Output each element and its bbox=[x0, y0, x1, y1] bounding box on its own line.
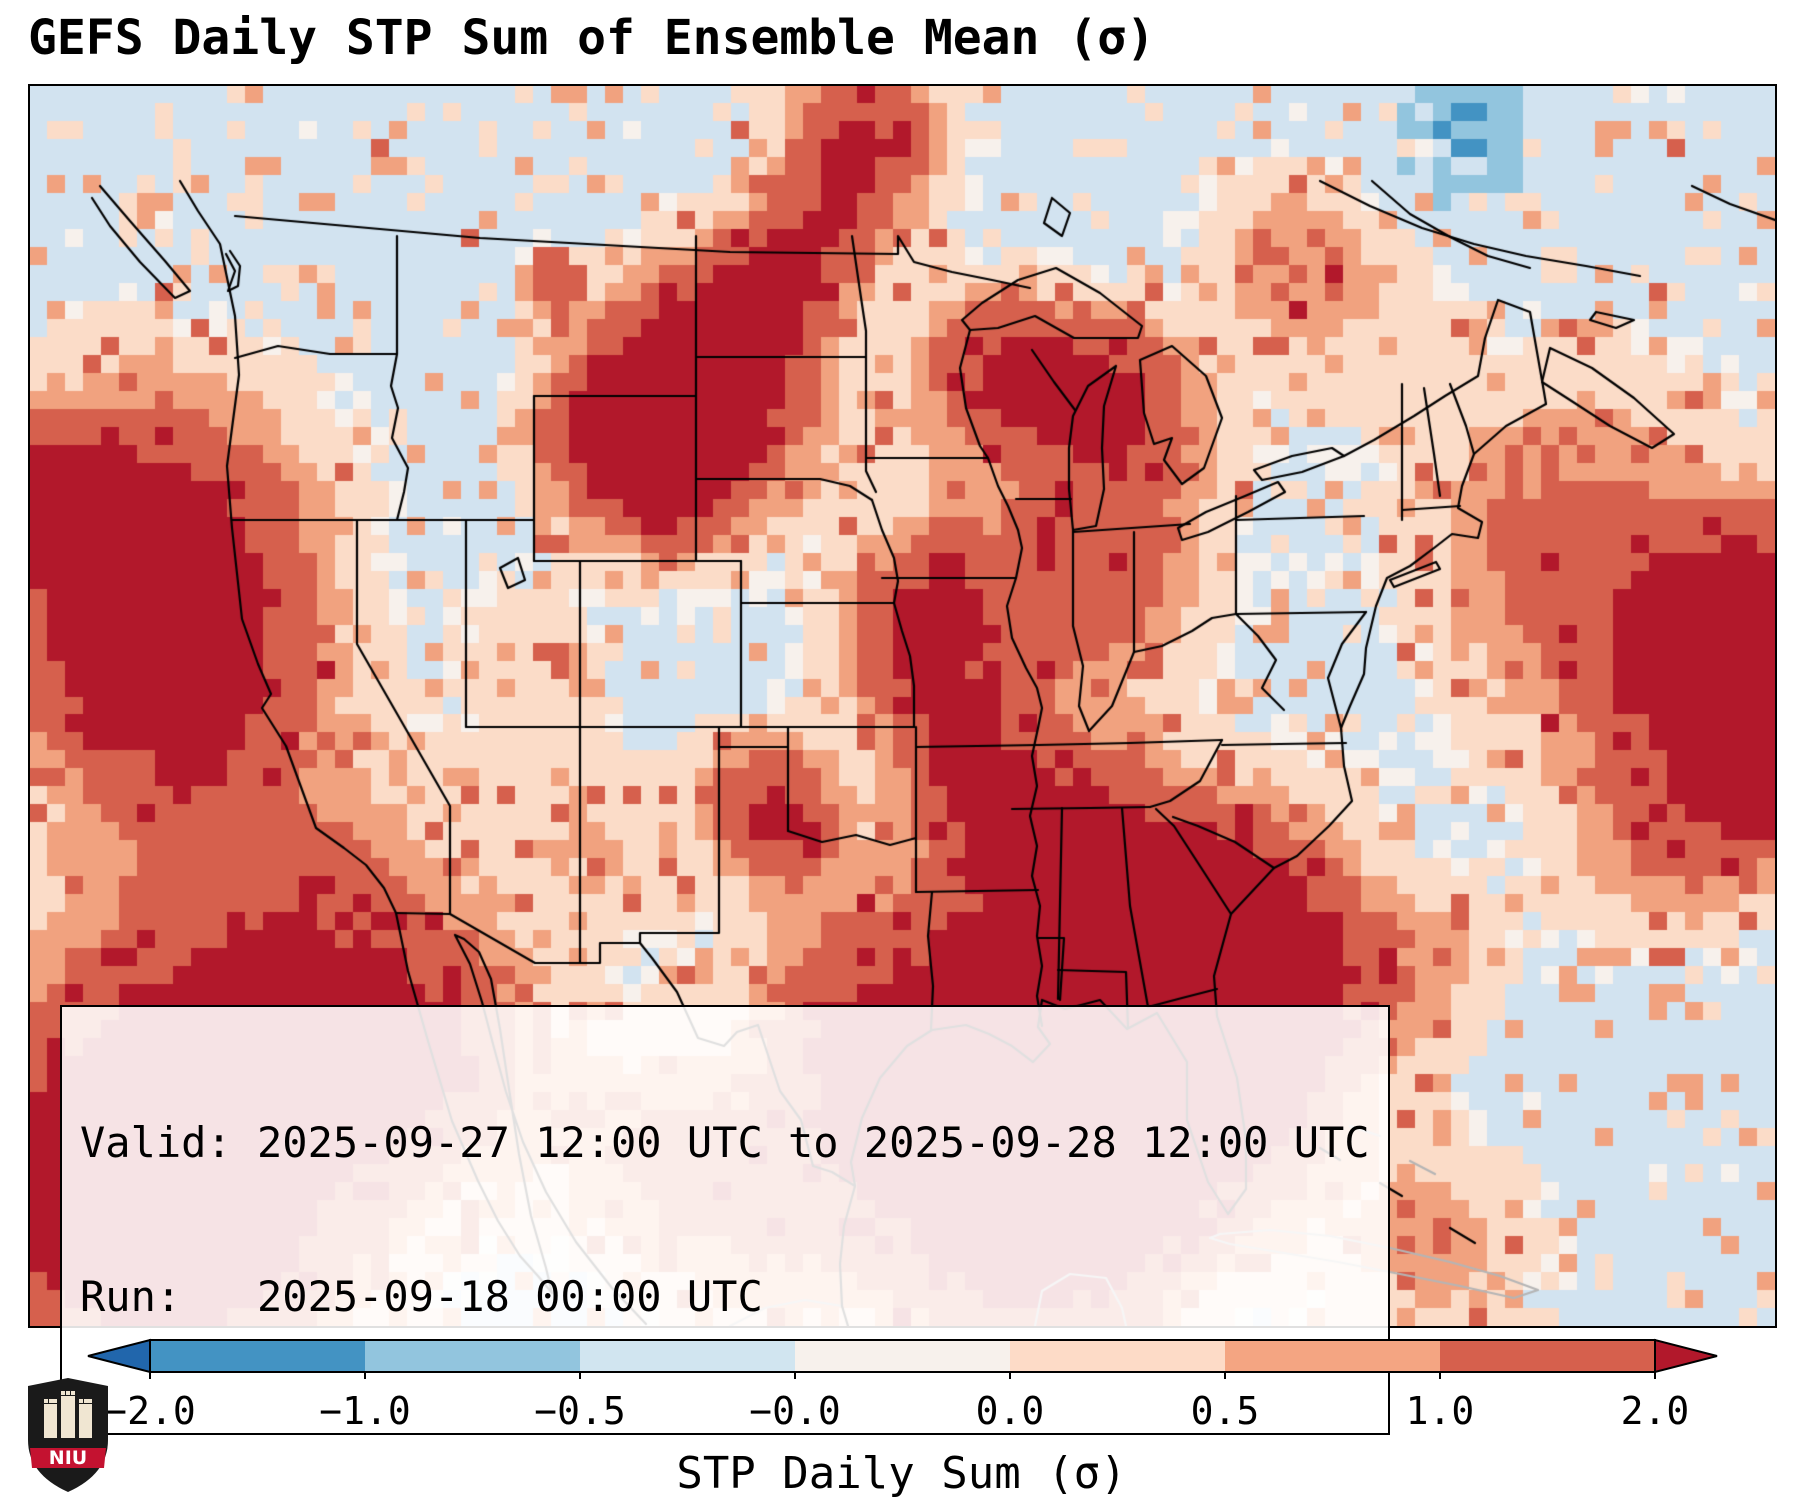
colorbar-segment bbox=[795, 1340, 1010, 1372]
niu-logo: NIU bbox=[28, 1378, 108, 1492]
colorbar-segment bbox=[1225, 1340, 1440, 1372]
logo-text: NIU bbox=[49, 1447, 87, 1469]
valid-time-text: Valid: 2025-09-27 12:00 UTC to 2025-09-2… bbox=[80, 1118, 1370, 1168]
colorbar-tick-label: 1.0 bbox=[1406, 1389, 1475, 1433]
colorbar-tick-label: 0.5 bbox=[1191, 1389, 1260, 1433]
colorbar: −2.0 −1.0 −0.5 −0.0 0.0 0.5 1.0 2.0 bbox=[87, 1338, 1718, 1433]
colorbar-tick-label: −0.0 bbox=[749, 1389, 841, 1433]
colorbar-segment bbox=[150, 1340, 365, 1372]
colorbar-tick-label: −1.0 bbox=[319, 1389, 411, 1433]
map-axes: Valid: 2025-09-27 12:00 UTC to 2025-09-2… bbox=[28, 84, 1777, 1435]
colorbar-under-arrow bbox=[87, 1338, 151, 1374]
colorbar-tick-label: −0.5 bbox=[534, 1389, 626, 1433]
page-title: GEFS Daily STP Sum of Ensemble Mean (σ) bbox=[28, 10, 1156, 66]
colorbar-over-arrow bbox=[1654, 1338, 1718, 1374]
colorbar-outline bbox=[149, 1339, 1656, 1373]
colorbar-segment bbox=[1440, 1340, 1655, 1372]
colorbar-label: STP Daily Sum (σ) bbox=[676, 1448, 1127, 1499]
castle-icon bbox=[44, 1391, 92, 1438]
colorbar-segment bbox=[365, 1340, 580, 1372]
colorbar-tick-label: 2.0 bbox=[1621, 1389, 1690, 1433]
colorbar-tick-label: 0.0 bbox=[976, 1389, 1045, 1433]
run-time-text: Run: 2025-09-18 00:00 UTC bbox=[80, 1272, 763, 1322]
colorbar-segment bbox=[580, 1340, 795, 1372]
colorbar-segment bbox=[1010, 1340, 1225, 1372]
colorbar-tick-label: −2.0 bbox=[104, 1389, 196, 1433]
logo-band bbox=[30, 1448, 106, 1468]
